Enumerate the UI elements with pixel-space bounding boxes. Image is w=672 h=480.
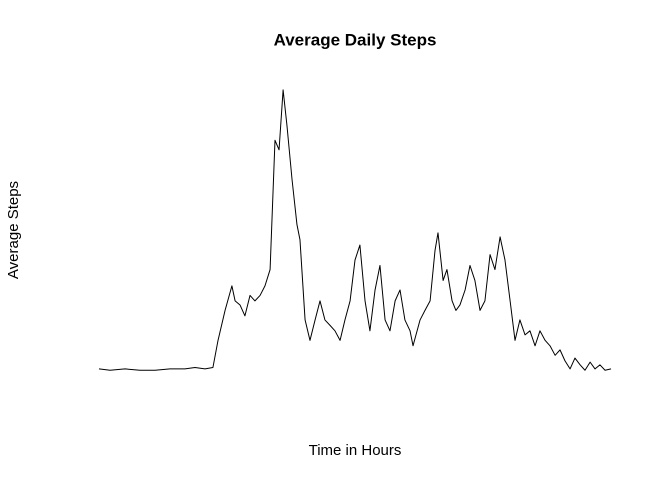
x-axis-label: Time in Hours (309, 442, 402, 459)
chart-title: Average Daily Steps (274, 30, 437, 49)
data-line (98, 89, 612, 371)
y-axis-label: Average Steps (5, 181, 22, 279)
